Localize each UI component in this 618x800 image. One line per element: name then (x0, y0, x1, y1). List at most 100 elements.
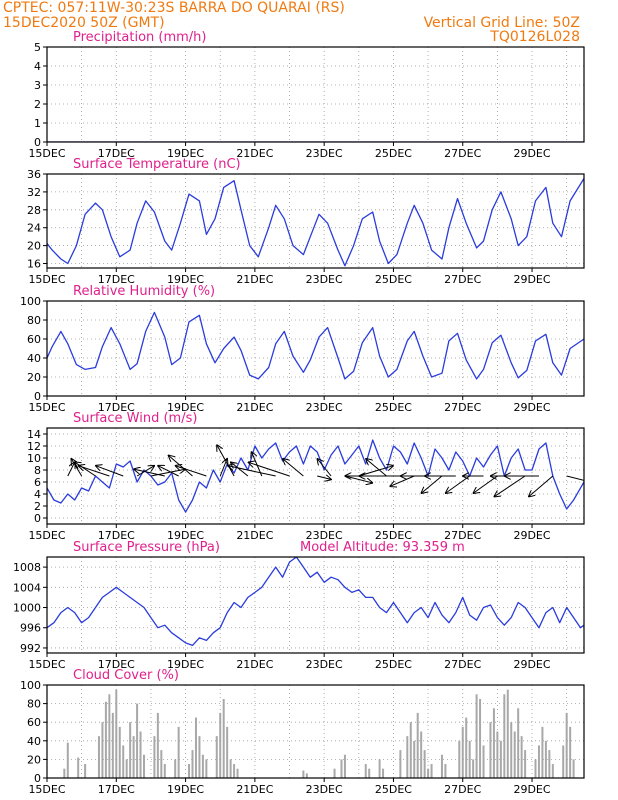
cloud-cover-ytick-label: 60 (27, 716, 41, 729)
cloud-cover-bar (132, 736, 135, 778)
wind-vector-arrow (422, 475, 443, 493)
humidity-ytick-label: 100 (20, 295, 41, 308)
cloud-cover-bar (194, 717, 197, 778)
cloud-cover-bar (551, 764, 554, 778)
wind-xtick-label: 27DEC (444, 529, 481, 542)
humidity-xtick-label: 15DEC (28, 401, 65, 414)
cloud-cover-bar (160, 750, 163, 778)
temperature-title: Surface Temperature (nC) (73, 157, 241, 172)
cloud-cover-bar (129, 722, 132, 778)
cloud-cover-bar (63, 768, 66, 778)
cloud-cover-bar (534, 759, 537, 778)
temperature-xtick-label: 19DEC (167, 273, 204, 286)
cloud-cover-bar (188, 764, 191, 778)
temperature-ytick-label: 32 (27, 186, 41, 199)
humidity-xtick-label: 27DEC (444, 401, 481, 414)
cloud-cover-bar (520, 736, 523, 778)
wind-xtick-label: 21DEC (236, 529, 273, 542)
cloud-cover-bar (104, 701, 107, 778)
temperature-ytick-label: 36 (27, 168, 41, 181)
temperature-xtick-label: 23DEC (306, 273, 343, 286)
cloud-cover-bar (108, 694, 111, 778)
wind-vector-arrow (67, 462, 75, 477)
pressure-series-line (47, 557, 584, 647)
cloud-cover-bar (492, 708, 495, 778)
cloud-cover-bar (496, 731, 499, 778)
cloud-cover-xtick-label: 23DEC (306, 783, 343, 796)
precipitation-xtick-label: 25DEC (375, 147, 412, 160)
temperature-xtick-label: 25DEC (375, 273, 412, 286)
cloud-cover-bar (191, 750, 194, 778)
wind-vector-arrow (446, 475, 470, 493)
cloud-cover-xtick-label: 27DEC (444, 783, 481, 796)
cloud-cover-bar (111, 712, 114, 778)
humidity-xtick-label: 25DEC (375, 401, 412, 414)
pressure-xtick-label: 15DEC (28, 658, 65, 671)
cloud-cover-bar (475, 694, 478, 778)
cloud-cover-ytick-label: 80 (27, 698, 41, 711)
cloud-cover-bar (205, 759, 208, 778)
cloud-cover-bar (236, 768, 239, 778)
cloud-cover-bar (198, 736, 201, 778)
temperature-ytick-label: 20 (27, 240, 41, 253)
wind-vector-arrow (390, 475, 415, 486)
precipitation-xtick-label: 21DEC (236, 147, 273, 160)
wind-vector-arrow (249, 462, 290, 477)
precipitation-xtick-label: 15DEC (28, 147, 65, 160)
wind-vector-arrow (529, 475, 554, 496)
pressure-ytick-label: 1000 (13, 602, 41, 615)
wind-ytick-label: 0 (34, 512, 41, 525)
cloud-cover-bar (115, 689, 118, 778)
wind-ytick-label: 4 (34, 488, 41, 501)
cloud-cover-bar (156, 712, 159, 778)
cloud-cover-bar (163, 764, 166, 778)
wind-vector-arrow (217, 445, 235, 477)
cloud-cover-bar (125, 759, 128, 778)
cloud-cover-bar (101, 722, 104, 778)
cloud-cover-bar (229, 759, 232, 778)
precipitation-ytick-label: 0 (34, 136, 41, 149)
humidity-xtick-label: 19DEC (167, 401, 204, 414)
pressure-xtick-label: 25DEC (375, 658, 412, 671)
wind-vector-arrow (228, 466, 276, 477)
temperature-xtick-label: 17DEC (98, 273, 135, 286)
cloud-cover-bar (343, 754, 346, 778)
wind-xtick-label: 23DEC (306, 529, 343, 542)
cloud-cover-bar (524, 750, 527, 778)
humidity-ytick-label: 80 (27, 314, 41, 327)
cloud-cover-bar (122, 745, 125, 778)
precipitation-frame (46, 46, 585, 143)
cloud-cover-bar (513, 731, 516, 778)
header-gridline-note: Vertical Grid Line: 50Z (423, 15, 580, 31)
temperature-xtick-label: 21DEC (236, 273, 273, 286)
pressure-ytick-label: 996 (20, 622, 41, 635)
cloud-cover-bar (222, 698, 225, 778)
cloud-cover-title: Cloud Cover (%) (73, 668, 179, 683)
precipitation-title: Precipitation (mm/h) (73, 30, 206, 45)
cloud-cover-bar (201, 754, 204, 778)
cloud-cover-bar (77, 757, 80, 778)
wind-vector-arrow (366, 459, 387, 477)
pressure-frame (46, 556, 585, 654)
cloud-cover-bar (503, 694, 506, 778)
wind-vector-arrow (566, 475, 584, 481)
cloud-cover-bar (233, 764, 236, 778)
precipitation-ytick-label: 5 (34, 41, 41, 54)
humidity-xtick-label: 21DEC (236, 401, 273, 414)
wind-vector-arrow (176, 466, 207, 477)
cloud-cover-bar (499, 740, 502, 778)
humidity-xtick-label: 17DEC (98, 401, 135, 414)
pressure-xtick-label: 19DEC (167, 658, 204, 671)
wind-xtick-label: 25DEC (375, 529, 412, 542)
wind-xtick-label: 29DEC (513, 529, 550, 542)
cloud-cover-bar (368, 768, 371, 778)
cloud-cover-bar (479, 698, 482, 778)
cloud-cover-bar (440, 754, 443, 778)
cloud-cover-bar (226, 726, 229, 778)
temperature-series-line (47, 178, 584, 267)
cloud-cover-bar (118, 726, 121, 778)
cloud-cover-bar (569, 726, 572, 778)
cloud-cover-bar (413, 740, 416, 778)
precipitation-ytick-label: 1 (34, 117, 41, 130)
wind-title: Surface Wind (m/s) (73, 411, 197, 426)
